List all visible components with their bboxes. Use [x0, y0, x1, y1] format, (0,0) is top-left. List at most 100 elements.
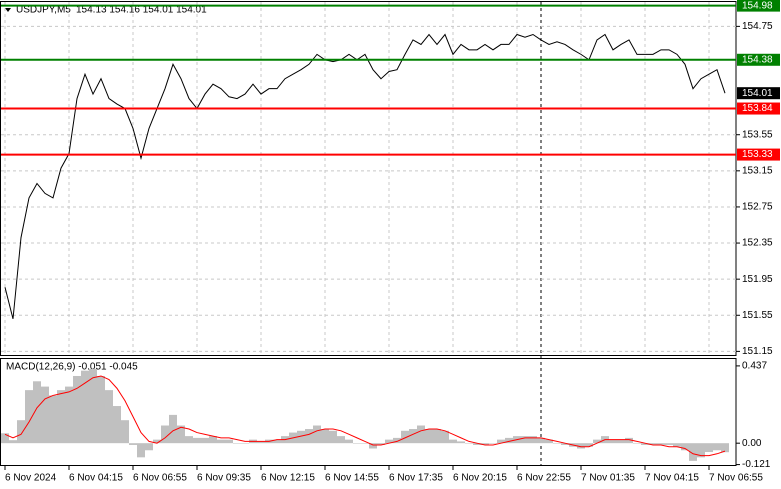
- level-label: 154.98: [742, 0, 773, 11]
- y-tick-label: 151.55: [742, 310, 773, 321]
- histogram-bar: [25, 390, 33, 444]
- histogram-bar: [593, 439, 601, 444]
- histogram-bar: [321, 429, 329, 444]
- histogram-bar: [257, 441, 265, 444]
- macd-pane-border: [0, 358, 737, 466]
- x-tick-label: 7 Nov 04:15: [645, 473, 699, 484]
- histogram-bar: [497, 439, 505, 444]
- histogram-bar: [361, 443, 369, 444]
- menu-icon: [5, 8, 11, 12]
- y-tick-label: 152.35: [742, 238, 773, 249]
- histogram-bar: [665, 443, 673, 445]
- histogram-bar: [185, 436, 193, 444]
- histogram-bar: [41, 386, 49, 444]
- histogram-bar: [337, 436, 345, 444]
- level-label-box: [737, 148, 780, 161]
- histogram-bar: [385, 439, 393, 444]
- histogram-bar: [689, 443, 697, 461]
- histogram-bar: [137, 443, 145, 458]
- macd-title: MACD(12,26,9) -0.051 -0.045: [6, 362, 138, 373]
- histogram-bar: [537, 437, 545, 444]
- histogram-bar: [33, 381, 41, 444]
- level-label-box: [737, 0, 780, 12]
- histogram-bar: [617, 439, 625, 444]
- histogram-bar: [9, 440, 17, 444]
- y-tick-label: -0.121: [742, 459, 771, 470]
- histogram-bar: [417, 425, 425, 444]
- histogram-bar: [505, 437, 513, 444]
- level-label: 153.84: [742, 103, 773, 114]
- x-tick-label: 6 Nov 09:35: [197, 473, 251, 484]
- histogram-bar: [113, 406, 121, 444]
- signal-line: [4, 375, 726, 457]
- histogram-bar: [81, 370, 89, 444]
- histogram-bar: [201, 437, 209, 444]
- chart-title: USDJPY,M5: [16, 5, 71, 16]
- level-label-box: [737, 102, 780, 115]
- histogram-bar: [609, 439, 617, 444]
- histogram-bar: [553, 443, 561, 444]
- x-tick-label: 6 Nov 06:55: [133, 473, 187, 484]
- histogram-bar: [409, 429, 417, 444]
- histogram-bar: [145, 443, 153, 451]
- level-label-box: [737, 53, 780, 66]
- histogram-bar: [457, 441, 465, 444]
- histogram-bar: [697, 443, 705, 458]
- histogram-bar: [57, 390, 65, 444]
- price-pane-border: [0, 1, 737, 356]
- x-tick-label: 6 Nov 20:15: [453, 473, 507, 484]
- histogram-bar: [625, 437, 633, 444]
- histogram-bar: [577, 443, 585, 449]
- histogram-bar: [161, 425, 169, 444]
- y-tick-label: 151.15: [742, 346, 773, 357]
- histogram-bar: [73, 375, 81, 444]
- histogram-bar: [233, 443, 241, 444]
- histogram-bar: [49, 395, 57, 444]
- x-tick-label: 6 Nov 12:15: [261, 473, 315, 484]
- histogram-bar: [89, 368, 97, 444]
- histogram-bar: [489, 443, 497, 444]
- histogram-bar: [705, 443, 713, 453]
- histogram-bar: [401, 430, 409, 444]
- chart-subtitle: 154.13 154.16 154.01 154.01: [76, 5, 207, 16]
- histogram-bar: [17, 420, 25, 444]
- histogram-bar: [721, 443, 729, 453]
- histogram-bar: [465, 443, 473, 444]
- histogram-bar: [241, 443, 249, 444]
- y-tick-label: 152.75: [742, 202, 773, 213]
- histogram-bar: [273, 439, 281, 444]
- y-tick-label: 0.00: [742, 438, 762, 449]
- y-tick-label: 153.55: [742, 129, 773, 140]
- x-tick-label: 6 Nov 2024: [5, 473, 57, 484]
- histogram-bar: [433, 429, 441, 444]
- level-label: 153.33: [742, 149, 773, 160]
- y-tick-label: 154.75: [742, 21, 773, 32]
- histogram-bar: [209, 436, 217, 444]
- histogram-bar: [329, 430, 337, 444]
- current-price-label: 154.01: [742, 88, 773, 99]
- histogram-bar: [153, 439, 161, 444]
- histogram-bar: [193, 437, 201, 444]
- histogram-bar: [345, 439, 353, 444]
- histogram-bar: [121, 420, 129, 444]
- y-tick-label: 153.15: [742, 165, 773, 176]
- x-tick-label: 6 Nov 17:35: [389, 473, 443, 484]
- histogram-bar: [641, 443, 649, 445]
- x-tick-label: 6 Nov 04:15: [69, 473, 123, 484]
- histogram-bar: [313, 425, 321, 444]
- histogram-bar: [561, 443, 569, 445]
- x-tick-label: 7 Nov 01:35: [581, 473, 635, 484]
- histogram-bar: [129, 443, 137, 445]
- x-tick-label: 7 Nov 06:55: [709, 473, 763, 484]
- histogram-bar: [585, 443, 593, 447]
- histogram-bar: [481, 443, 489, 445]
- histogram-bar: [217, 439, 225, 444]
- y-tick-label: 151.95: [742, 274, 773, 285]
- histogram-bar: [473, 443, 481, 445]
- histogram-bar: [297, 430, 305, 444]
- histogram-bar: [225, 439, 233, 444]
- histogram-bar: [681, 443, 689, 451]
- histogram-bar: [673, 443, 681, 447]
- histogram-bar: [169, 414, 177, 444]
